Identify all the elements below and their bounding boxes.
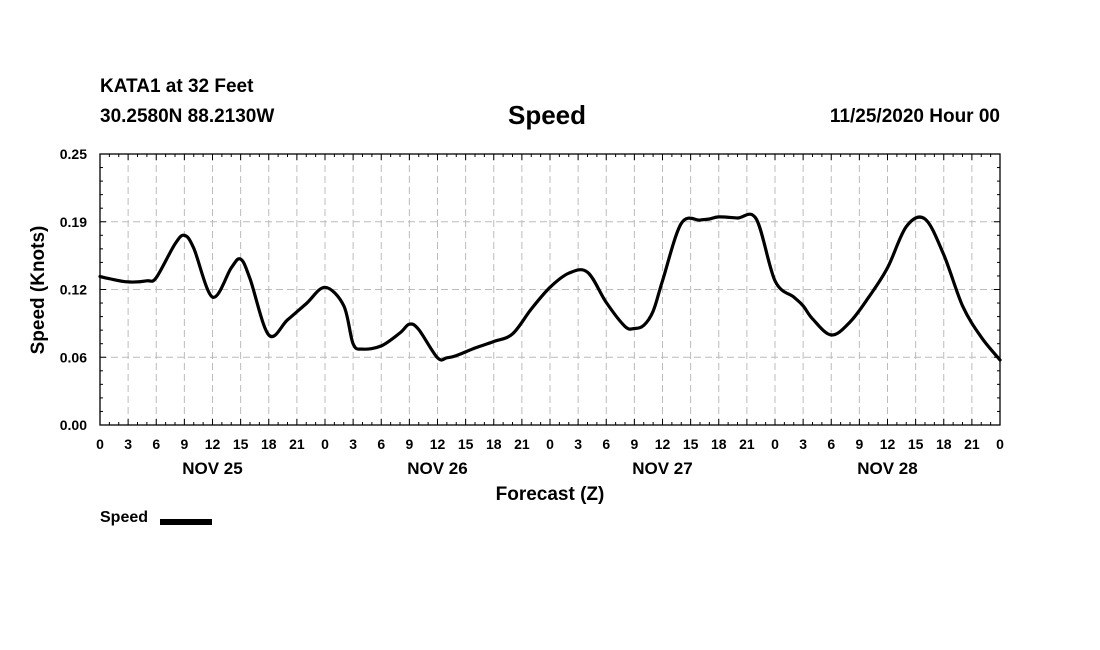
legend: Speed: [100, 509, 212, 527]
x-tick-label: 15: [458, 436, 474, 452]
x-tick-label: 0: [546, 436, 554, 452]
x-tick-label: 6: [602, 436, 610, 452]
y-tick-label: 0.25: [60, 146, 87, 162]
station-label: KATA1 at 32 Feet: [100, 76, 254, 97]
x-tick-label: 18: [711, 436, 727, 452]
x-tick-label: 18: [486, 436, 502, 452]
day-label: NOV 27: [632, 459, 692, 478]
x-tick-label: 0: [96, 436, 104, 452]
legend-swatch: [160, 519, 212, 525]
x-tick-label: 15: [683, 436, 699, 452]
x-tick-label: 3: [124, 436, 132, 452]
station-coordinates: 30.2580N 88.2130W: [100, 106, 275, 127]
y-tick-labels: 0.00 0.06 0.12 0.19 0.25: [60, 146, 87, 433]
legend-label: Speed: [100, 509, 149, 526]
x-tick-label: 18: [261, 436, 277, 452]
day-label: NOV 25: [182, 459, 242, 478]
day-label: NOV 26: [407, 459, 467, 478]
x-tick-label: 21: [514, 436, 530, 452]
x-tick-label: 12: [430, 436, 446, 452]
x-tick-label: 18: [936, 436, 952, 452]
x-tick-label: 21: [289, 436, 305, 452]
chart-title: Speed: [508, 100, 587, 130]
x-tick-label: 12: [655, 436, 671, 452]
x-tick-label: 0: [321, 436, 329, 452]
day-labels: NOV 25 NOV 26 NOV 27 NOV 28: [182, 459, 917, 478]
x-tick-label: 0: [771, 436, 779, 452]
x-tick-label: 9: [630, 436, 638, 452]
x-tick-label: 9: [405, 436, 413, 452]
x-tick-label: 12: [205, 436, 221, 452]
grid: [100, 154, 1000, 425]
x-axis-label: Forecast (Z): [496, 484, 605, 505]
x-tick-label: 15: [908, 436, 924, 452]
series-line-speed: [98, 212, 1002, 362]
y-tick-label: 0.00: [60, 417, 87, 433]
x-tick-label: 9: [180, 436, 188, 452]
x-tick-label: 3: [574, 436, 582, 452]
y-tick-label: 0.06: [60, 349, 87, 365]
y-axis-label: Speed (Knots): [28, 226, 49, 355]
x-tick-label: 6: [152, 436, 160, 452]
forecast-time: 11/25/2020 Hour 00: [829, 106, 1000, 127]
x-tick-label: 15: [233, 436, 249, 452]
y-tick-label: 0.12: [60, 282, 87, 298]
x-tick-label: 3: [799, 436, 807, 452]
day-label: NOV 28: [857, 459, 917, 478]
x-tick-label: 21: [739, 436, 755, 452]
x-tick-label: 6: [827, 436, 835, 452]
x-tick-label: 21: [964, 436, 980, 452]
x-tick-label: 6: [377, 436, 385, 452]
x-tick-label: 0: [996, 436, 1004, 452]
y-tick-label: 0.19: [60, 214, 87, 230]
x-tick-label: 9: [855, 436, 863, 452]
plot-frame: [99, 153, 1001, 426]
series-layer: [98, 212, 1002, 362]
x-tick-labels: 0 3 6 9 12 15 18 21 0 3 6 9 12 15 18 21 0 3 6 9 12 15 18 21 0 3 6 9…: [96, 436, 1004, 452]
x-tick-label: 12: [880, 436, 896, 452]
x-tick-label: 3: [349, 436, 357, 452]
